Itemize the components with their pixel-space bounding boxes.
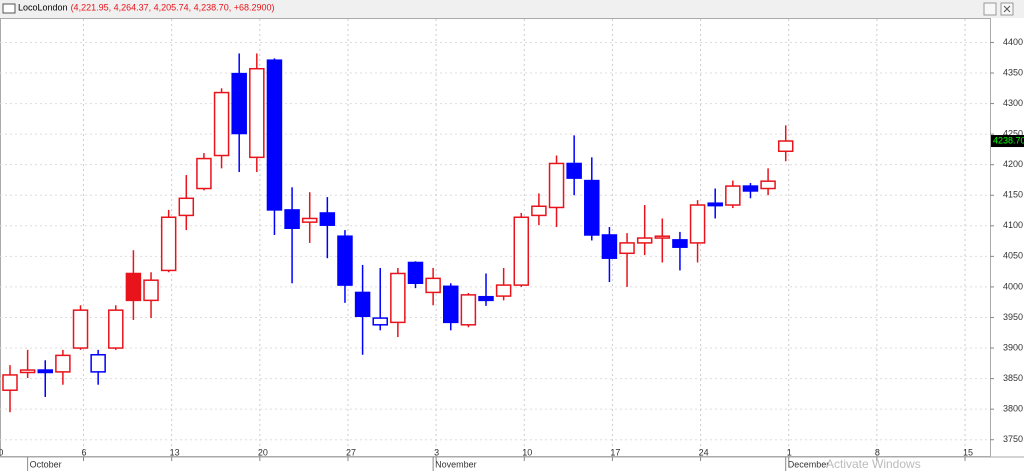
ohlc-text: (4,221.95, 4,264.37, 4,205.74, 4,238.70,… [71, 2, 275, 12]
candle-body [249, 67, 265, 159]
month-label: December [788, 459, 830, 469]
x-tick-label: 27 [346, 447, 356, 457]
chart-title: LocoLondon [18, 2, 68, 12]
last-price-box [991, 135, 1024, 148]
x-tick-label: 6 [82, 447, 87, 457]
candle-body [672, 239, 688, 248]
y-tick-label: 4200 [1003, 159, 1023, 169]
candle-body [266, 59, 283, 211]
month-label: November [435, 459, 477, 469]
month-label: October [30, 459, 62, 469]
x-tick-label: 30 [0, 447, 3, 457]
candle-body [601, 234, 618, 259]
candle-body [566, 162, 582, 179]
y-tick-label: 3750 [1003, 434, 1023, 444]
candle-body [460, 294, 477, 326]
x-tick-label: 1 [787, 447, 792, 457]
x-tick-label: 8 [875, 447, 880, 457]
candle-body [231, 72, 247, 135]
candle-body [284, 209, 300, 229]
candle-body [531, 205, 547, 217]
candle-body [777, 140, 794, 153]
x-tick-label: 20 [258, 447, 268, 457]
y-tick-label: 3900 [1003, 342, 1023, 352]
candle-body [725, 185, 741, 206]
candle-body [495, 284, 512, 297]
candle-body [319, 212, 336, 226]
candle-body [619, 242, 635, 255]
candle-body [19, 369, 36, 374]
candle-body [301, 217, 318, 223]
candle-body [584, 179, 600, 236]
candle-body [407, 261, 424, 285]
candle-body [178, 197, 195, 217]
y-tick-label: 3850 [1003, 373, 1023, 383]
candle-body [372, 317, 388, 326]
candle-body [55, 354, 71, 373]
candle-body [72, 309, 89, 349]
candle-body [443, 285, 459, 324]
candle-body [742, 185, 759, 192]
candle-body [425, 277, 441, 294]
candle-body [636, 237, 653, 244]
candle-body [125, 272, 142, 302]
x-tick-label: 24 [699, 447, 709, 457]
candle-body [354, 291, 371, 318]
y-tick-label: 4300 [1003, 98, 1023, 108]
x-tick-label: 17 [610, 447, 620, 457]
candle-body [196, 157, 212, 190]
candle-body [689, 204, 706, 244]
x-tick-label: 10 [522, 447, 532, 457]
title-bar [0, 0, 1024, 18]
candle-body [390, 272, 406, 324]
x-tick-label: 15 [963, 447, 973, 457]
candle-body [108, 309, 124, 349]
last-price-label: 4238.700 [993, 135, 1024, 145]
y-tick-label: 4400 [1003, 37, 1023, 47]
y-tick-label: 4100 [1003, 220, 1023, 230]
candle-body [478, 295, 494, 302]
candle-body [760, 180, 776, 190]
y-tick-label: 4050 [1003, 251, 1023, 261]
y-tick-label: 4350 [1003, 67, 1023, 77]
candle-body [37, 369, 54, 374]
candle-body [213, 91, 230, 157]
y-tick-label: 4150 [1003, 190, 1023, 200]
candle-body [654, 235, 671, 239]
candle-body [513, 216, 530, 286]
candle-body [90, 354, 106, 373]
watermark: Activate Windows [826, 457, 921, 471]
candle-body [2, 374, 18, 391]
candle-body [337, 235, 353, 286]
y-tick-label: 4250 [1003, 129, 1023, 139]
x-tick-label: 13 [170, 447, 180, 457]
plot-area [0, 18, 991, 457]
candle-body [160, 216, 177, 272]
close-icon [1003, 5, 1011, 13]
y-tick-label: 3800 [1003, 404, 1023, 414]
candle-body [707, 202, 723, 207]
y-tick-label: 3950 [1003, 312, 1023, 322]
x-tick-label: 3 [434, 447, 439, 457]
candle-body [548, 162, 565, 209]
restore-button[interactable] [983, 2, 997, 16]
y-tick-label: 4000 [1003, 281, 1023, 291]
candle-body [143, 279, 159, 302]
window-icon [2, 3, 16, 14]
